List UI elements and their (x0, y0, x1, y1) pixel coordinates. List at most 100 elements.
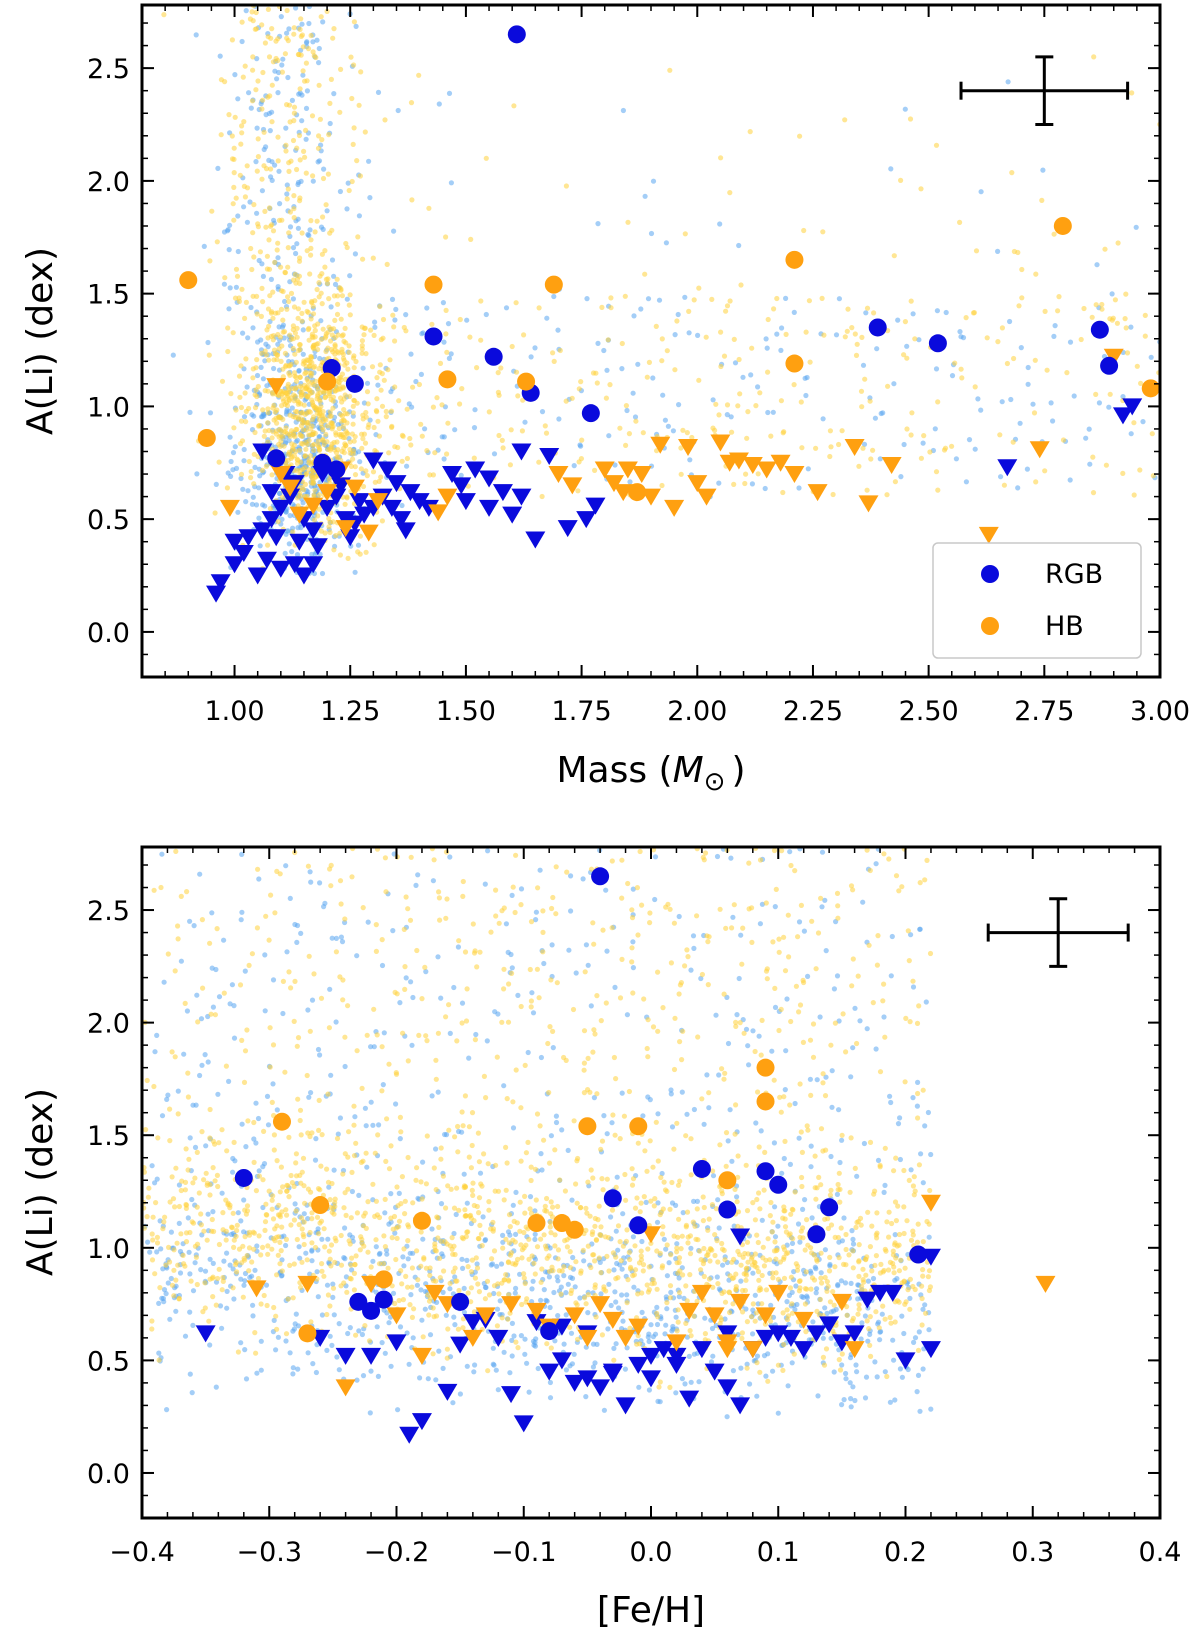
field-sample-dot (432, 450, 438, 456)
field-sample-dot (258, 364, 264, 370)
field-sample-dot (717, 221, 723, 227)
field-sample-dot (661, 1179, 667, 1185)
field-sample-dot (886, 1234, 892, 1240)
rgb-upper-limit-point (492, 484, 513, 502)
field-sample-dot (435, 954, 441, 960)
field-sample-dot (296, 367, 302, 374)
field-sample-dot (329, 1342, 335, 1348)
field-sample-dot (311, 971, 317, 977)
field-sample-dot (338, 1232, 344, 1239)
field-sample-dot (426, 1312, 432, 1318)
field-sample-dot (144, 1214, 150, 1220)
field-sample-dot (907, 1019, 913, 1025)
field-sample-dot (445, 321, 452, 327)
field-sample-dot (342, 1034, 348, 1040)
field-sample-dot (275, 240, 281, 246)
field-sample-dot (757, 921, 764, 927)
field-sample-dot (501, 1083, 507, 1089)
field-sample-dot (299, 21, 305, 27)
field-sample-dot (256, 423, 262, 429)
field-sample-dot (235, 1349, 241, 1355)
field-sample-dot (206, 352, 212, 358)
field-sample-dot (330, 1281, 336, 1287)
field-sample-dot (285, 294, 291, 300)
field-sample-dot (1120, 394, 1126, 400)
field-sample-dot (262, 952, 268, 958)
field-sample-dot (320, 175, 327, 182)
field-sample-dot (530, 1278, 536, 1284)
field-sample-dot (729, 1158, 735, 1164)
field-sample-dot (183, 1146, 189, 1152)
field-sample-dot (591, 941, 597, 947)
field-sample-dot (638, 1248, 644, 1254)
field-sample-dot (998, 474, 1004, 480)
field-sample-dot (308, 252, 314, 258)
field-sample-dot (245, 488, 251, 494)
field-sample-dot (873, 1253, 880, 1259)
field-sample-dot (590, 1364, 597, 1370)
field-sample-dot (361, 332, 367, 338)
field-sample-dot (235, 509, 241, 515)
field-sample-dot (231, 425, 237, 431)
field-sample-dot (312, 327, 318, 334)
field-sample-dot (169, 1049, 175, 1055)
field-sample-dot (251, 202, 257, 208)
field-sample-dot (356, 1192, 362, 1198)
field-sample-dot (312, 404, 318, 410)
field-sample-dot (592, 1215, 598, 1222)
field-sample-dot (349, 178, 355, 185)
field-sample-dot (569, 395, 575, 401)
field-sample-dot (482, 1237, 488, 1244)
field-sample-dot (290, 1295, 296, 1301)
field-sample-dot (561, 1264, 567, 1270)
field-sample-dot (722, 1070, 728, 1076)
field-sample-dot (171, 1267, 177, 1273)
field-sample-dot (672, 367, 678, 373)
field-sample-dot (803, 329, 809, 335)
field-sample-dot (257, 543, 263, 549)
hb-detection-point (179, 271, 198, 290)
field-sample-dot (462, 949, 469, 955)
field-sample-dot (437, 1275, 443, 1281)
field-sample-dot (550, 1028, 556, 1034)
field-sample-dot (229, 982, 235, 988)
field-sample-cloud (161, 5, 1160, 577)
field-sample-dot (316, 82, 322, 88)
field-sample-dot (210, 1209, 216, 1215)
field-sample-dot (316, 133, 322, 139)
field-sample-dot (331, 547, 337, 553)
field-sample-dot (908, 1167, 914, 1173)
field-sample-dot (604, 1131, 610, 1137)
field-sample-dot (310, 173, 316, 179)
field-sample-dot (303, 136, 309, 142)
field-sample-dot (650, 1164, 656, 1170)
field-sample-dot (291, 110, 297, 116)
field-sample-dot (422, 1306, 428, 1312)
field-sample-dot (291, 1183, 297, 1189)
field-sample-dot (780, 1310, 786, 1316)
field-sample-dot (673, 1202, 679, 1208)
field-sample-dot (535, 1365, 541, 1372)
field-sample-dot (489, 1256, 495, 1262)
field-sample-dot (474, 365, 480, 371)
field-sample-dot (405, 1154, 411, 1161)
field-sample-dot (394, 1184, 400, 1190)
field-sample-dot (544, 1195, 550, 1202)
field-sample-dot (153, 1200, 159, 1206)
field-sample-dot (603, 395, 610, 401)
field-sample-dot (262, 208, 268, 214)
field-sample-dot (770, 409, 776, 415)
field-sample-dot (872, 1359, 878, 1365)
field-sample-dot (334, 1354, 340, 1360)
field-sample-dot (590, 1229, 596, 1235)
field-sample-dot (227, 1262, 233, 1268)
field-sample-dot (1025, 381, 1031, 387)
field-sample-dot (460, 1265, 466, 1271)
field-sample-dot (368, 1044, 374, 1050)
field-sample-dot (178, 1187, 184, 1194)
field-sample-dot (318, 336, 324, 342)
field-sample-dot (299, 310, 305, 316)
field-sample-dot (919, 1283, 925, 1289)
rgb-upper-limit-point (400, 484, 421, 502)
field-sample-dot (696, 377, 702, 383)
